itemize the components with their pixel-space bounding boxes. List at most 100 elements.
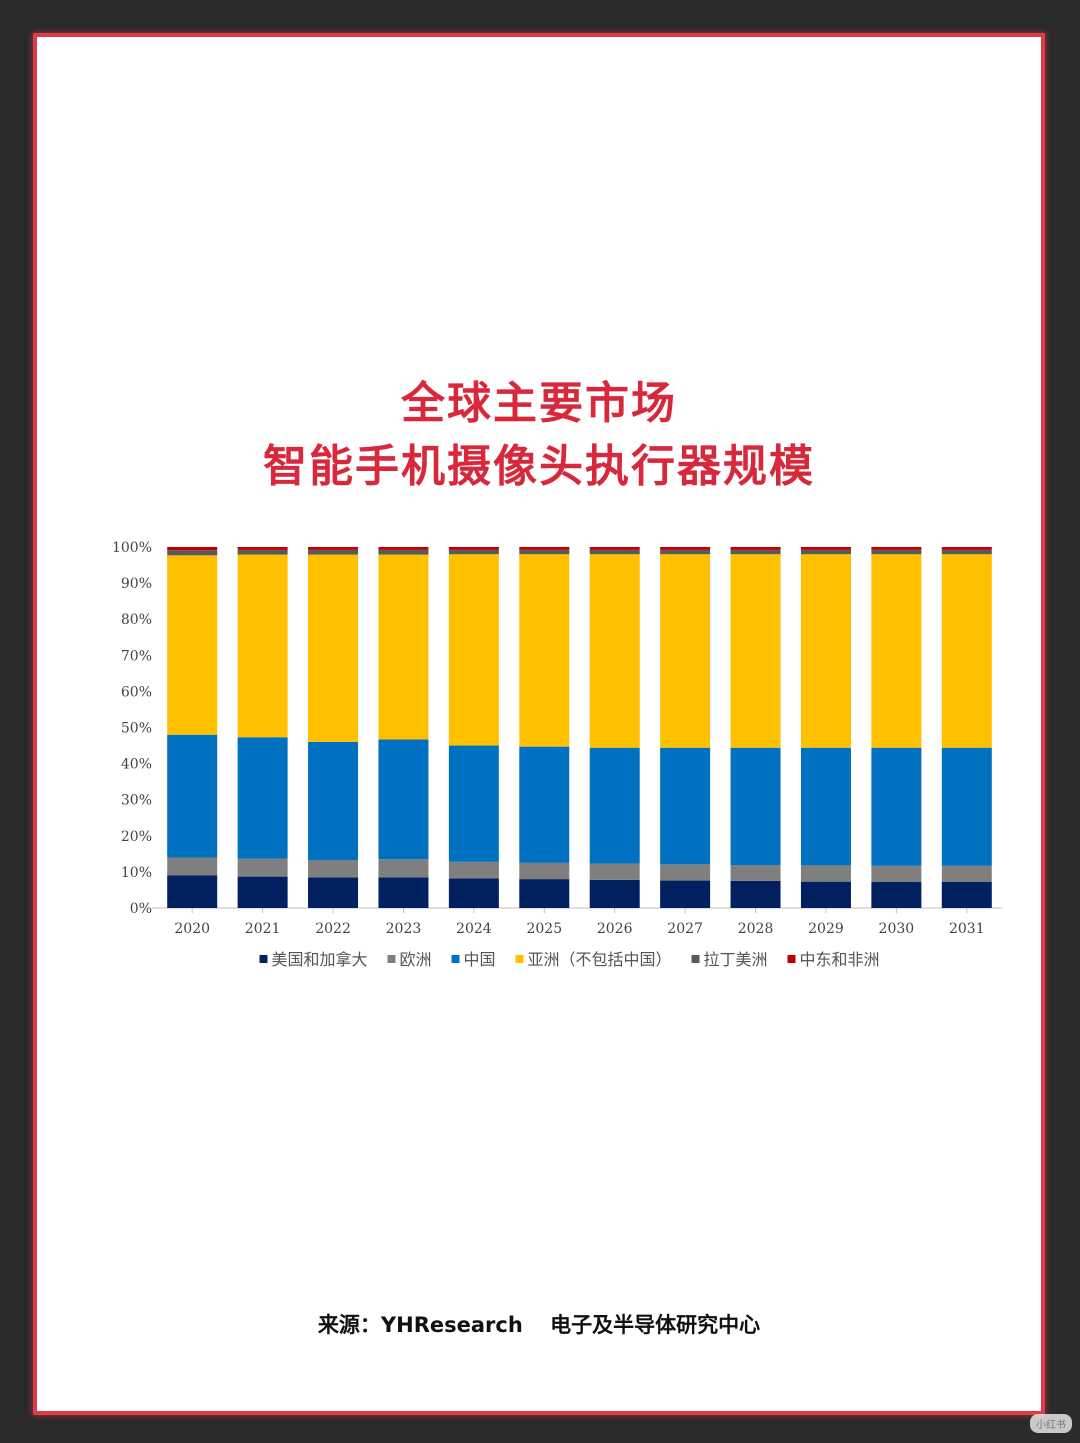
- bar-segment: [237, 554, 288, 738]
- bar-segment: [660, 554, 711, 748]
- bar-segment: [660, 549, 711, 555]
- x-tick-label: 2020: [174, 921, 210, 937]
- source-label: 来源：YHResearch: [317, 1313, 523, 1337]
- bar-segment: [519, 862, 570, 880]
- bar-segment: [519, 547, 570, 550]
- bar-segment: [800, 554, 851, 748]
- stacked-bar-chart: 0% 10% 20% 30% 40% 50% 60% 70% 80% 90% 100% 2020 202…: [112, 540, 1002, 969]
- bar-segment: [730, 747, 781, 866]
- poster-frame: 全球主要市场 智能手机摄像头执行器规模 0% 10% 20% 30% 40% 50% 60%…: [33, 33, 1045, 1415]
- y-tick-label: 30%: [121, 793, 152, 809]
- bar-segment: [378, 739, 429, 860]
- bar-segment: [167, 734, 218, 858]
- bar-segment: [730, 549, 781, 555]
- bar-segment: [167, 875, 218, 908]
- bar-segment: [237, 549, 288, 555]
- x-tick-label: 2025: [526, 921, 562, 937]
- bar-segment: [167, 857, 218, 876]
- y-tick-label: 60%: [121, 684, 152, 700]
- bar-segment: [308, 547, 359, 550]
- bar-segment: [237, 737, 288, 859]
- bar-segment: [871, 549, 922, 555]
- chart-title-line-1: 全球主要市场: [401, 378, 677, 429]
- bar-segment: [871, 547, 922, 550]
- x-tick-label: 2022: [315, 921, 351, 937]
- bar-segment: [378, 554, 429, 740]
- bar-segment: [237, 858, 288, 877]
- y-tick-label: 40%: [121, 757, 152, 773]
- x-tick-label: 2031: [949, 921, 985, 937]
- legend-label: 拉丁美洲: [704, 950, 768, 969]
- bar-segment: [448, 861, 499, 879]
- legend-swatch: [515, 955, 524, 963]
- x-tick-label: 2029: [808, 921, 844, 937]
- x-tick-label: 2027: [667, 921, 703, 937]
- bar-segment: [871, 865, 922, 883]
- bar-segment: [660, 547, 711, 550]
- x-tick-label: 2026: [597, 921, 633, 937]
- bar-segment: [871, 554, 922, 748]
- bar-segment: [730, 880, 781, 908]
- bar-segment: [308, 554, 359, 742]
- legend-swatch: [451, 955, 460, 963]
- bar-segment: [871, 747, 922, 866]
- bar-segment: [871, 882, 922, 908]
- legend-swatch: [387, 955, 396, 963]
- bar-segment: [448, 554, 499, 746]
- legend-label: 中东和非洲: [800, 950, 880, 969]
- bar-segment: [519, 879, 570, 908]
- bar-segment: [237, 547, 288, 550]
- bar-segment: [589, 554, 640, 748]
- source-org: 电子及半导体研究中心: [550, 1313, 761, 1337]
- bar-segment: [589, 549, 640, 555]
- legend-label: 欧洲: [400, 950, 432, 969]
- y-tick-label: 80%: [121, 612, 152, 628]
- legend-label: 亚洲（不包括中国）: [528, 950, 672, 969]
- bar-segment: [941, 547, 992, 550]
- bar-segment: [589, 879, 640, 908]
- bar-segment: [660, 747, 711, 865]
- x-tick-label: 2028: [738, 921, 774, 937]
- bar-segment: [800, 549, 851, 555]
- bar-segment: [941, 549, 992, 555]
- bar-segment: [308, 549, 359, 555]
- x-tick-label: 2021: [245, 921, 281, 937]
- bar-segment: [237, 876, 288, 908]
- bar-segment: [589, 547, 640, 550]
- bar-segment: [378, 549, 429, 555]
- y-tick-label: 90%: [121, 576, 152, 592]
- bar-segment: [448, 878, 499, 908]
- bar-segment: [589, 863, 640, 880]
- watermark-badge: 小红书: [1030, 1414, 1072, 1433]
- y-tick-label: 70%: [121, 648, 152, 664]
- bar-segment: [448, 547, 499, 550]
- y-tick-label: 10%: [121, 865, 152, 881]
- legend-swatch: [787, 955, 796, 963]
- bar-segment: [941, 865, 992, 883]
- y-tick-label: 0%: [130, 901, 152, 917]
- bar-segment: [941, 747, 992, 866]
- y-tick-label: 50%: [121, 721, 152, 737]
- x-tick-label: 2023: [386, 921, 422, 937]
- bar-segment: [800, 865, 851, 882]
- y-tick-label: 100%: [112, 540, 152, 556]
- bar-segment: [519, 549, 570, 555]
- bar-segment: [730, 554, 781, 748]
- bar-segment: [730, 547, 781, 550]
- bar-segment: [167, 555, 218, 735]
- legend-swatch: [259, 955, 268, 963]
- bar-segment: [519, 746, 570, 863]
- y-tick-label: 20%: [121, 829, 152, 845]
- bar-segment: [941, 882, 992, 908]
- chart-title-line-2: 智能手机摄像头执行器规模: [263, 441, 815, 492]
- bar-segment: [167, 547, 218, 551]
- bar-segment: [167, 550, 218, 556]
- bar-segment: [589, 747, 640, 864]
- bar-segment: [378, 877, 429, 908]
- bar-segment: [800, 547, 851, 550]
- bar-segment: [308, 859, 359, 878]
- bar-segment: [800, 881, 851, 908]
- x-tick-label: 2030: [879, 921, 915, 937]
- source-line: 来源：YHResearch 电子及半导体研究中心: [37, 1309, 1041, 1339]
- legend-swatch: [691, 955, 700, 963]
